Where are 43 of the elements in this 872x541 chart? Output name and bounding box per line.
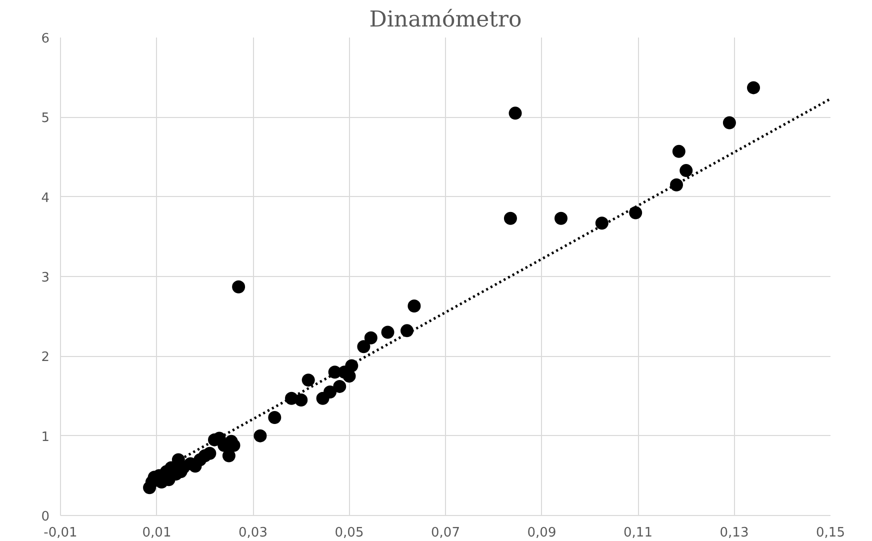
chart-title: Dinamómetro (369, 8, 522, 32)
point (268, 411, 282, 424)
point (381, 326, 394, 339)
point (680, 164, 693, 178)
point (747, 81, 760, 94)
y-tick-label: 0 (41, 510, 50, 524)
point (342, 370, 356, 383)
point (408, 299, 421, 312)
point (333, 380, 346, 393)
x-tick-label: 0,03 (238, 526, 268, 540)
x-tick-label: 0,15 (816, 526, 845, 540)
x-tick-label: 0,07 (431, 526, 460, 540)
point (203, 446, 216, 460)
point (222, 449, 236, 462)
point (302, 374, 315, 387)
point (232, 280, 246, 294)
point (629, 206, 642, 220)
x-tick-label: 0,01 (142, 526, 172, 540)
y-tick-label: 6 (41, 32, 50, 46)
point (595, 216, 608, 230)
point (254, 429, 267, 442)
x-tick-label: 0,09 (527, 526, 556, 540)
point (722, 116, 736, 130)
point (400, 324, 414, 338)
x-tick-label: 0,13 (720, 526, 749, 540)
x-tick-label: -0,01 (44, 526, 78, 540)
point (508, 106, 522, 120)
point (554, 212, 568, 225)
y-tick-label: 3 (41, 270, 50, 286)
point (324, 386, 336, 399)
y-tick-label: 4 (41, 190, 50, 206)
point (357, 340, 370, 354)
point (294, 393, 308, 406)
point (672, 144, 686, 158)
x-tick-label: 0,11 (624, 526, 652, 540)
point (670, 178, 683, 192)
x-tick-label: 0,05 (334, 526, 364, 540)
y-tick-label: 2 (41, 350, 50, 366)
point (227, 438, 240, 452)
y-tick-label: 5 (41, 111, 50, 126)
point (504, 212, 517, 225)
y-tick-label: 1 (41, 430, 50, 445)
point (364, 331, 378, 344)
